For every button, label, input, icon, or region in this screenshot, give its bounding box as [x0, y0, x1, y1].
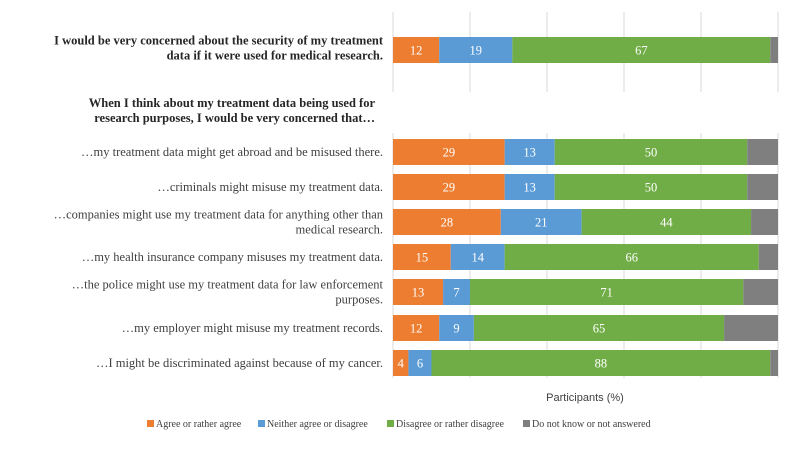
item-1-label: …my treatment data might get abroad and …	[81, 145, 383, 159]
item-5-label: …the police might use my treatment data …	[72, 278, 384, 292]
item-7-value-label: 6	[417, 357, 423, 371]
first-item-value-label: 12	[410, 44, 423, 58]
item-6-bar-agree	[393, 315, 440, 341]
item-6-bar-dontknow	[724, 315, 778, 341]
item-7-value-label: 4	[398, 357, 405, 371]
item-3-bar-neither	[500, 209, 582, 235]
item-3-bar-dontknow	[751, 209, 778, 235]
item-1-bar-disagree	[554, 139, 748, 165]
item-5-bar-disagree	[470, 279, 744, 305]
legend-label-disagree: Disagree or rather disagree	[396, 419, 505, 430]
item-6-label: …my employer might misuse my treatment r…	[122, 321, 383, 335]
item-3-label: medical research.	[296, 223, 383, 237]
item-7-bar-neither	[408, 350, 432, 376]
item-6-value-label: 9	[453, 322, 459, 336]
item-1-value-label: 29	[443, 146, 456, 160]
item-7-bar-dontknow	[770, 350, 778, 376]
item-1-value-label: 50	[645, 146, 658, 160]
bars-layer: 12 19 67 29 13 50 29 13 50 28 21 44 15 14 66 13 7 71 12 9 65…	[393, 37, 778, 376]
item-6-value-label: 65	[593, 322, 606, 336]
x-axis-title: Participants (%)	[546, 392, 624, 404]
item-7-value-label: 88	[595, 357, 608, 371]
first-item-value-label: 67	[635, 44, 648, 58]
item-5-value-label: 13	[412, 286, 425, 300]
item-4-label: …my health insurance company misuses my …	[82, 250, 383, 264]
legend-swatch-dontknow	[523, 420, 530, 427]
item-1-bar-agree	[393, 139, 505, 165]
item-6-value-label: 12	[410, 322, 423, 336]
first-item-bar-disagree	[512, 37, 771, 63]
group-heading: research purposes, I would be very conce…	[94, 111, 375, 125]
item-4-bar-disagree	[504, 244, 759, 270]
item-3-bar-agree	[393, 209, 501, 235]
item-4-bar-agree	[393, 244, 451, 270]
item-4-value-label: 66	[625, 251, 638, 265]
item-2-bar-dontknow	[747, 174, 778, 200]
item-4-bar-dontknow	[758, 244, 778, 270]
item-3-bar-disagree	[581, 209, 752, 235]
item-3-value-label: 21	[535, 216, 548, 230]
item-2-bar-agree	[393, 174, 505, 200]
item-3-value-label: 44	[660, 216, 673, 230]
legend-swatch-neither	[258, 420, 265, 427]
item-5-label: purposes.	[335, 293, 383, 307]
item-5-bar-dontknow	[743, 279, 778, 305]
item-2-value-label: 29	[443, 181, 456, 195]
item-5-bar-agree	[393, 279, 444, 305]
first-item-label: data if it were used for medical researc…	[167, 49, 383, 63]
item-5-value-label: 71	[600, 286, 613, 300]
first-item-value-label: 19	[470, 44, 483, 58]
item-3-value-label: 28	[441, 216, 454, 230]
item-1-bar-dontknow	[747, 139, 778, 165]
item-2-value-label: 13	[523, 181, 536, 195]
legend-swatch-disagree	[387, 420, 394, 427]
first-item-bar-neither	[439, 37, 513, 63]
item-7-bar-disagree	[431, 350, 771, 376]
item-4-value-label: 15	[416, 251, 429, 265]
item-6-bar-disagree	[473, 315, 725, 341]
item-5-value-label: 7	[453, 286, 459, 300]
group-heading: When I think about my treatment data bei…	[89, 96, 376, 110]
item-7-label: …I might be discriminated against becaus…	[96, 356, 383, 370]
labels-layer: I would be very concerned about the secu…	[54, 34, 384, 371]
legend-label-neither: Neither agree or disagree	[267, 419, 368, 430]
legend-label-agree: Agree or rather agree	[156, 419, 242, 430]
item-2-value-label: 50	[645, 181, 658, 195]
item-1-value-label: 13	[523, 146, 536, 160]
legend-swatch-agree	[147, 420, 154, 427]
first-item-label: I would be very concerned about the secu…	[54, 34, 384, 48]
item-3-label: …companies might use my treatment data f…	[54, 208, 384, 222]
item-6-bar-neither	[439, 315, 474, 341]
item-5-bar-neither	[443, 279, 470, 305]
item-7-bar-agree	[393, 350, 409, 376]
item-2-label: …criminals might misuse my treatment dat…	[157, 180, 383, 194]
item-4-bar-neither	[450, 244, 505, 270]
first-item-bar-dontknow	[770, 37, 778, 63]
legend-label-dontknow: Do not know or not answered	[532, 419, 651, 430]
item-2-bar-disagree	[554, 174, 748, 200]
item-1-bar-neither	[504, 139, 555, 165]
item-4-value-label: 14	[471, 251, 484, 265]
item-2-bar-neither	[504, 174, 555, 200]
first-item-bar-agree	[393, 37, 440, 63]
legend: Agree or rather agree Neither agree or di…	[147, 419, 651, 430]
